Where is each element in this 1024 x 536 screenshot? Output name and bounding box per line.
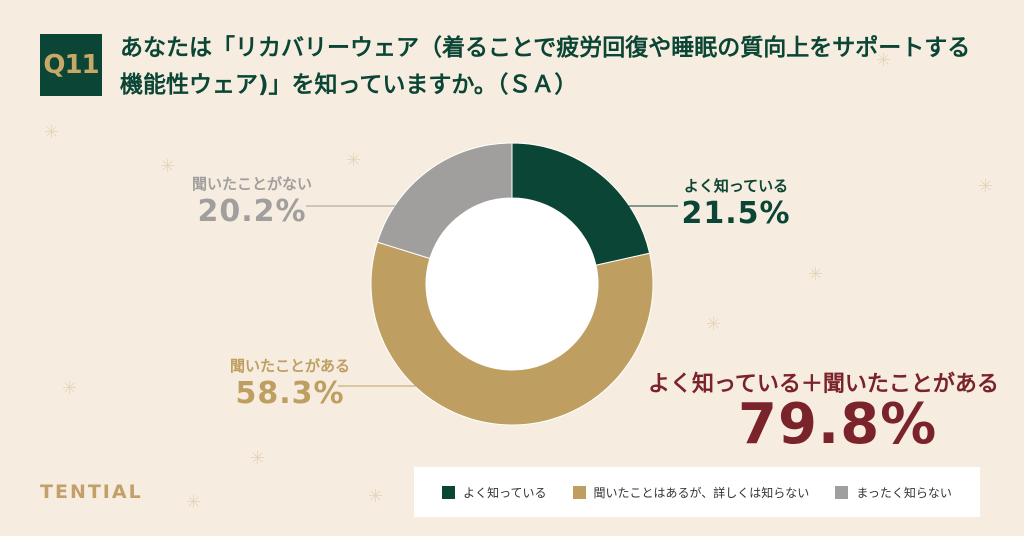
legend-item: よく知っている: [442, 484, 547, 501]
question-badge: Q11: [40, 34, 102, 96]
sparkle-icon: ✳: [978, 176, 994, 197]
question-line-2: 機能性ウェア)」を知っていますか。（ＳＡ）: [120, 72, 578, 98]
legend-label: まったく知らない: [856, 485, 952, 500]
legend-swatch: [442, 485, 456, 499]
sparkle-icon: ✳: [706, 314, 722, 335]
sparkle-icon: ✳: [876, 50, 892, 71]
combined-value: 79.8%: [738, 392, 938, 457]
legend-label: よく知っている: [463, 485, 547, 500]
question-text: あなたは「リカバリーウェア（着ることで疲労回復や睡眠の質向上をサポートする 機能…: [120, 30, 1000, 104]
label-know-well-name: よく知っている: [683, 177, 789, 195]
label-know-well-value: 21.5%: [681, 196, 791, 231]
legend: よく知っている 聞いたことはあるが、詳しくは知らない まったく知らない: [414, 467, 980, 517]
donut-hole: [426, 198, 598, 370]
legend-swatch: [835, 485, 849, 499]
sparkle-icon: ✳: [250, 448, 266, 469]
label-know-well: よく知っている 21.5%: [676, 175, 796, 231]
sparkle-icon: ✳: [44, 122, 60, 143]
legend-label: 聞いたことはあるが、詳しくは知らない: [593, 485, 810, 500]
label-heard-of-name: 聞いたことがある: [229, 357, 350, 375]
sparkle-icon: ✳: [346, 150, 362, 171]
label-heard-of: 聞いたことがある 58.3%: [222, 355, 358, 411]
question-line-1: あなたは「リカバリーウェア（着ることで疲労回復や睡眠の質向上をサポートする: [120, 35, 971, 61]
sparkle-icon: ✳: [186, 492, 202, 513]
combined-label: よく知っている＋聞いたことがある: [648, 372, 999, 397]
legend-item: まったく知らない: [835, 484, 952, 501]
label-never-heard-name: 聞いたことがない: [191, 175, 312, 193]
label-never-heard-value: 20.2%: [197, 194, 307, 229]
sparkle-icon: ✳: [160, 156, 176, 177]
sparkle-icon: ✳: [808, 264, 824, 285]
label-heard-of-value: 58.3%: [235, 376, 345, 411]
label-never-heard: 聞いたことがない 20.2%: [184, 173, 320, 229]
legend-swatch: [572, 485, 586, 499]
sparkle-icon: ✳: [62, 378, 78, 399]
sparkle-icon: ✳: [368, 486, 384, 507]
legend-item: 聞いたことはあるが、詳しくは知らない: [572, 484, 810, 501]
brand-logo: TENTIAL: [40, 481, 143, 503]
